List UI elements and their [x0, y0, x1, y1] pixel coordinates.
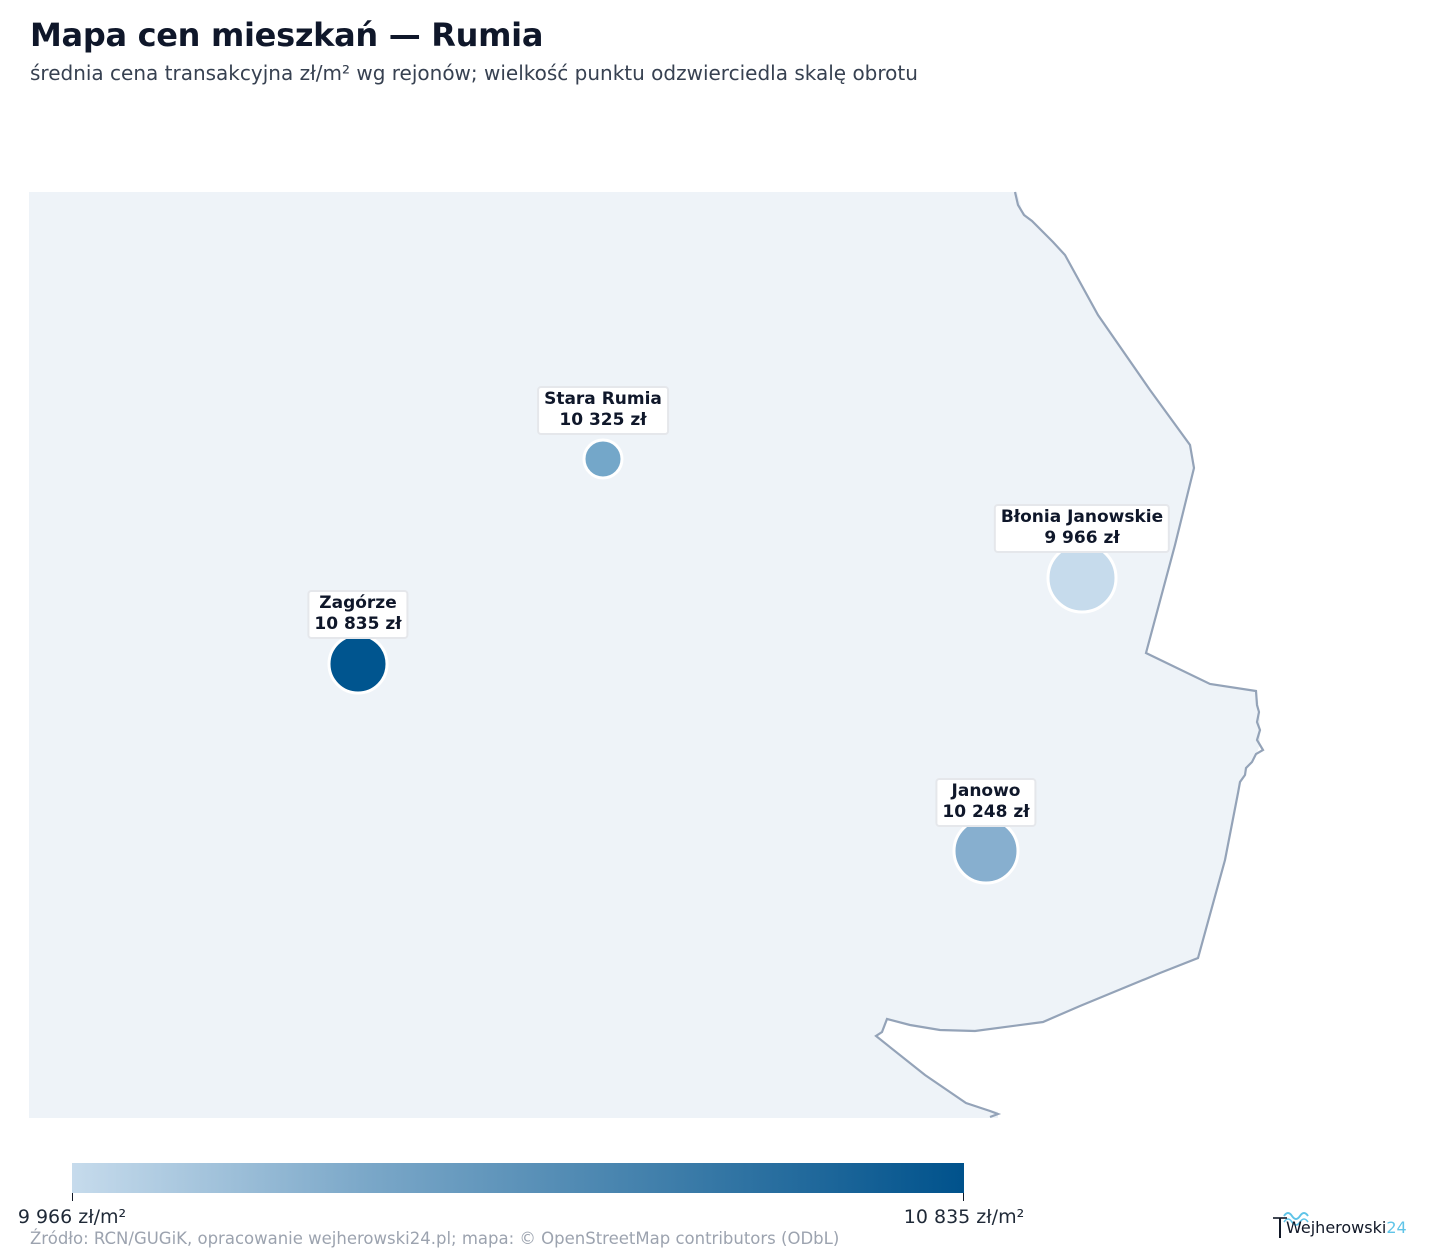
page-subtitle: średnia cena transakcyjna zł/m² wg rejon…	[30, 61, 918, 85]
district-name: Błonia Janowskie	[1000, 507, 1164, 527]
page-title: Mapa cen mieszkań — Rumia	[30, 16, 544, 54]
district-price: 9 966 zł	[1044, 528, 1120, 548]
map-area	[29, 192, 1260, 1118]
label-janowo: Janowo 10 248 zł	[935, 778, 1037, 827]
label-zagorze: Zagórze 10 835 zł	[307, 590, 409, 639]
color-scale-bar	[72, 1163, 964, 1193]
source-note: Źródło: RCN/GUGiK, opracowanie wejherows…	[30, 1229, 840, 1248]
marker-stara-rumia[interactable]	[582, 438, 624, 480]
legend-max-label: 10 835 zł/m²	[903, 1206, 1025, 1228]
legend-tick-min	[72, 1193, 73, 1201]
site-logo: Wejherowski24	[1270, 1206, 1410, 1246]
district-name: Zagórze	[319, 593, 397, 613]
legend-min-label: 9 966 zł/m²	[17, 1206, 127, 1228]
logo-text: Wejherowski24	[1286, 1218, 1407, 1237]
label-blonia-janowskie: Błonia Janowskie 9 966 zł	[993, 504, 1171, 553]
label-stara-rumia: Stara Rumia 10 325 zł	[537, 386, 669, 435]
marker-janowo[interactable]	[952, 817, 1020, 885]
legend-tick-max	[963, 1193, 964, 1201]
district-price: 10 835 zł	[314, 614, 402, 634]
city-boundary	[874, 191, 1265, 1119]
district-name: Stara Rumia	[544, 389, 662, 409]
marker-blonia-janowskie[interactable]	[1046, 542, 1118, 614]
district-price: 10 325 zł	[559, 410, 647, 430]
district-name: Janowo	[951, 781, 1021, 801]
district-price: 10 248 zł	[942, 802, 1030, 822]
marker-zagorze[interactable]	[327, 633, 389, 695]
wave-icon	[1273, 1212, 1309, 1238]
